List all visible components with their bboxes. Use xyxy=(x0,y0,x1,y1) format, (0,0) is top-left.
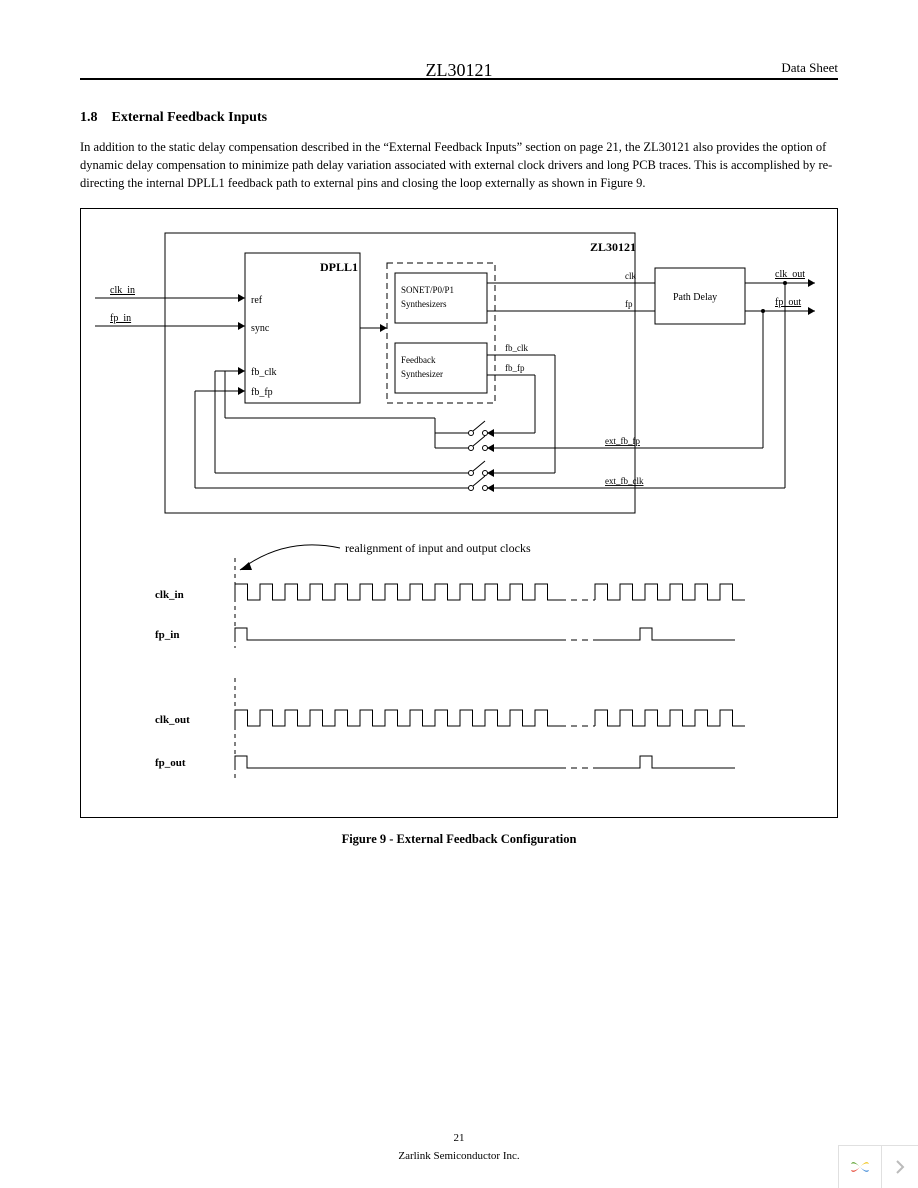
fp-out-label: fp_out xyxy=(775,297,801,308)
section-number: 1.8 xyxy=(80,110,98,125)
clk-out-label: clk_out xyxy=(775,269,805,280)
t-clk-in: clk_in xyxy=(155,589,184,601)
dpll-fbfp: fb_fp xyxy=(251,387,273,398)
widget-logo-icon[interactable] xyxy=(839,1146,882,1188)
page-header: ZL30121 Data Sheet xyxy=(80,60,838,80)
ext-fb-clk: ext_fb_clk xyxy=(605,476,644,486)
sig-clk: clk xyxy=(625,271,636,281)
fp-in-label: fp_in xyxy=(110,313,131,324)
timing-annotation: realignment of input and output clocks xyxy=(345,541,531,555)
synth2-l2: Synthesizer xyxy=(401,369,443,379)
header-right: Data Sheet xyxy=(781,60,838,76)
body-paragraph: In addition to the static delay compensa… xyxy=(80,138,838,192)
dpll-ref: ref xyxy=(251,295,263,306)
clk-in-label: clk_in xyxy=(110,285,135,296)
figure-container: ZL30121 DPLL1 ref sync fb_clk fb_fp SONE… xyxy=(80,208,838,818)
pathdelay-label: Path Delay xyxy=(673,292,717,303)
page-number: 21 xyxy=(454,1132,465,1144)
footer-text: Zarlink Semiconductor Inc. xyxy=(398,1150,519,1162)
block-diagram: ZL30121 DPLL1 ref sync fb_clk fb_fp SONE… xyxy=(95,223,815,523)
header-title: ZL30121 xyxy=(426,60,493,81)
sig-fbclk: fb_clk xyxy=(505,343,528,353)
chip-label: ZL30121 xyxy=(590,240,636,254)
corner-widget xyxy=(838,1145,918,1188)
t-fp-out: fp_out xyxy=(155,757,186,769)
t-clk-out: clk_out xyxy=(155,714,190,726)
dpll-label: DPLL1 xyxy=(320,260,358,274)
sig-fp: fp xyxy=(625,299,633,309)
sig-fbfp: fb_fp xyxy=(505,363,525,373)
section-title: 1.8 External Feedback Inputs xyxy=(80,110,838,126)
section-heading: External Feedback Inputs xyxy=(112,110,268,125)
synth1-l2: Synthesizers xyxy=(401,299,447,309)
synth1-l1: SONET/P0/P1 xyxy=(401,285,454,295)
ext-fb-fp: ext_fb_fp xyxy=(605,436,640,446)
dpll-fbclk: fb_clk xyxy=(251,367,277,378)
chevron-right-icon[interactable] xyxy=(882,1146,918,1188)
timing-diagram: realignment of input and output clocks c… xyxy=(95,528,815,798)
figure-caption: Figure 9 - External Feedback Configurati… xyxy=(80,832,838,847)
synth2-l1: Feedback xyxy=(401,355,436,365)
dpll-sync: sync xyxy=(251,323,270,334)
t-fp-in: fp_in xyxy=(155,629,179,641)
